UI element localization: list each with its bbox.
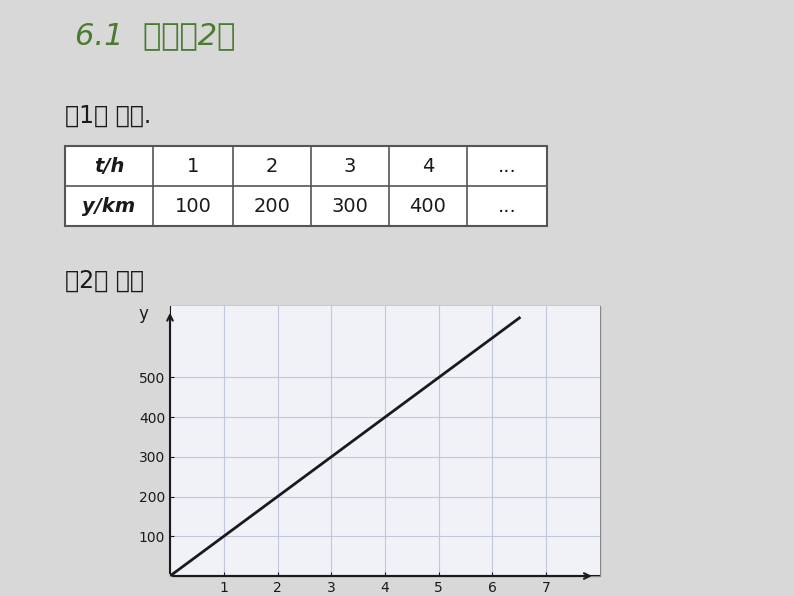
Bar [65,146,547,226]
Text: 4: 4 [422,157,434,175]
Text: 200: 200 [253,197,291,216]
Text: 1: 1 [187,157,199,175]
Text: （1） 列表.: （1） 列表. [65,104,151,128]
Text: 100: 100 [175,197,211,216]
Text: ...: ... [498,197,516,216]
Text: （2） 画图: （2） 画图 [65,269,144,293]
Text: 300: 300 [332,197,368,216]
Text: 6.1  函数（2）: 6.1 函数（2） [75,21,235,51]
Text: 3: 3 [344,157,357,175]
Text: y: y [138,305,148,323]
Text: 2: 2 [266,157,278,175]
Text: 400: 400 [410,197,446,216]
Text: ...: ... [498,157,516,175]
Text: y/km: y/km [83,197,136,216]
Text: t/h: t/h [94,157,124,175]
Bar [170,306,600,576]
